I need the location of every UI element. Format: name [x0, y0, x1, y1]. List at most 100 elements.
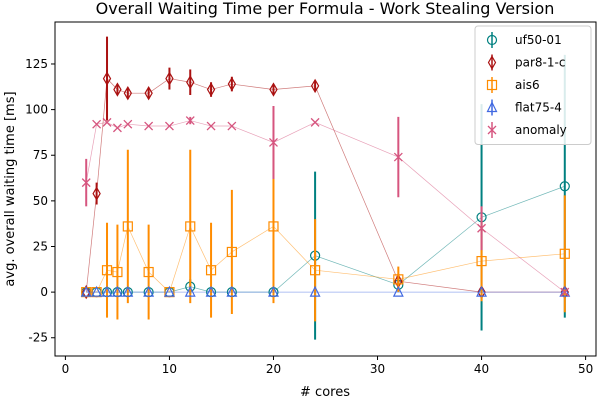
- data-point: [111, 285, 123, 297]
- data-point: [123, 85, 133, 101]
- data-point: [269, 82, 278, 97]
- series-ais6: [81, 149, 570, 322]
- legend-marker: [487, 55, 497, 70]
- data-point: [226, 246, 237, 258]
- marker-stroke: [477, 223, 487, 233]
- x-tick-label: 40: [474, 362, 489, 376]
- data-point: [144, 121, 154, 131]
- data-point: [102, 71, 112, 86]
- data-point: [185, 221, 196, 232]
- data-point: [310, 117, 320, 127]
- data-point: [185, 116, 195, 126]
- data-point: [122, 221, 133, 232]
- data-point: [392, 285, 404, 297]
- data-point: [268, 285, 279, 297]
- legend-label: par8-1-c: [515, 56, 565, 70]
- x-tick-label: 20: [266, 362, 281, 376]
- data-point: [112, 266, 123, 278]
- plot-area: [80, 36, 571, 340]
- y-tick-label: 75: [33, 148, 48, 162]
- series-line: [85, 120, 566, 293]
- series-flat75-4: [80, 285, 571, 297]
- data-point: [559, 285, 571, 297]
- marker-stroke: [185, 116, 195, 126]
- data-point: [309, 265, 321, 276]
- plot-frame: [54, 21, 597, 357]
- data-point: [393, 152, 403, 162]
- data-point: [80, 285, 92, 297]
- data-point: [206, 121, 216, 131]
- legend-label: anomaly: [515, 123, 567, 137]
- x-tick-label: 10: [162, 362, 177, 376]
- data-point: [309, 285, 321, 297]
- data-point: [101, 265, 113, 276]
- data-point: [123, 119, 133, 129]
- legend-marker: [486, 79, 498, 91]
- data-point: [268, 221, 279, 232]
- data-point: [92, 186, 101, 201]
- legend-label: ais6: [515, 78, 540, 92]
- data-point: [113, 82, 122, 97]
- y-tick-label: 25: [33, 239, 48, 253]
- data-point: [393, 274, 404, 285]
- marker-stroke: [269, 137, 278, 147]
- data-point: [269, 137, 278, 147]
- marker-stroke: [144, 121, 154, 131]
- marker-stroke: [123, 119, 133, 129]
- marker-stroke: [560, 287, 570, 297]
- x-tick-label: 30: [370, 362, 385, 376]
- y-tick-label: -25: [28, 331, 48, 345]
- data-point: [227, 76, 237, 92]
- legend-marker: [486, 34, 498, 46]
- x-tick-label: 0: [62, 362, 70, 376]
- marker-stroke: [487, 125, 497, 135]
- data-point: [476, 285, 488, 297]
- data-point: [81, 178, 91, 188]
- data-point: [560, 287, 570, 297]
- data-point: [559, 181, 570, 192]
- marker-stroke: [81, 178, 91, 188]
- marker-stroke: [206, 121, 216, 131]
- data-point: [102, 117, 112, 127]
- x-tick-label: 50: [578, 362, 593, 376]
- data-point: [144, 85, 153, 101]
- data-point: [206, 82, 216, 97]
- data-point: [186, 75, 195, 90]
- data-point: [163, 285, 175, 297]
- y-tick-label: 100: [25, 103, 48, 117]
- marker-stroke: [164, 121, 174, 131]
- data-point: [227, 121, 237, 131]
- data-point: [92, 119, 102, 129]
- chart-title: Overall Waiting Time per Formula - Work …: [96, 0, 555, 18]
- data-point: [205, 285, 217, 297]
- marker-stroke: [227, 121, 237, 131]
- data-point: [91, 285, 103, 297]
- y-tick-label: 125: [25, 57, 48, 71]
- data-point: [82, 284, 91, 300]
- legend-marker: [486, 101, 498, 113]
- data-point: [143, 285, 155, 297]
- data-point: [205, 265, 217, 276]
- axes: 0 10 20 30 40 50 -25 0 25 50 75 100 125: [25, 57, 593, 376]
- data-point: [477, 223, 487, 233]
- legend-box: [474, 25, 592, 145]
- data-point: [164, 121, 174, 131]
- series-line: [86, 185, 565, 293]
- marker-stroke: [102, 117, 112, 127]
- data-point: [184, 285, 196, 297]
- series-anomaly: [81, 105, 570, 297]
- marker-stroke: [92, 119, 102, 129]
- data-point: [559, 248, 570, 259]
- data-point: [101, 285, 113, 297]
- data-point: [143, 266, 154, 278]
- y-axis-label: avg. overall waiting time [ms]: [3, 91, 18, 286]
- data-point: [476, 255, 487, 267]
- marker-stroke: [393, 152, 403, 162]
- legend-label: uf50-01: [515, 33, 562, 47]
- legend-marker: [487, 125, 497, 135]
- data-point: [226, 285, 238, 297]
- marker-stroke: [310, 117, 320, 127]
- data-point: [112, 123, 122, 133]
- x-axis-label: # cores: [300, 385, 350, 400]
